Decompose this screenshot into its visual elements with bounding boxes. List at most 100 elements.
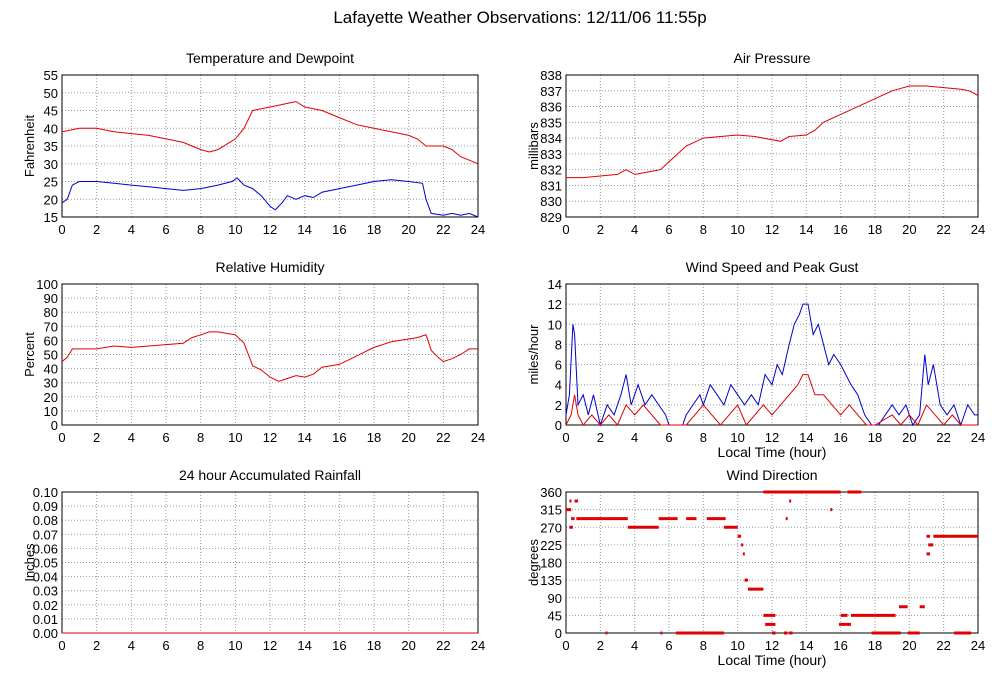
- rainfall-ylabel: Inches: [22, 543, 37, 582]
- temp-xtick-label: 16: [332, 222, 346, 237]
- wind-speed-series-0-line: [565, 303, 978, 427]
- wind-speed-xtick-label: 6: [665, 430, 672, 445]
- temp-title: Temperature and Dewpoint: [186, 50, 354, 66]
- rainfall-xtick-label: 14: [297, 638, 311, 653]
- rainfall-ytick-label: 0.09: [33, 499, 58, 514]
- temp-xtick-label: 12: [263, 222, 277, 237]
- wind-speed-xlabel: Local Time (hour): [718, 444, 827, 460]
- wind-direction-point: [763, 490, 841, 494]
- humidity-xtick-label: 2: [93, 430, 100, 445]
- humidity-xtick-label: 22: [436, 430, 450, 445]
- temp-xtick-label: 2: [93, 222, 100, 237]
- wind-direction-point: [744, 578, 748, 582]
- humidity-xtick-label: 10: [228, 430, 242, 445]
- wind-speed-xtick-label: 10: [730, 430, 744, 445]
- wind-speed-title: Wind Speed and Peak Gust: [686, 259, 859, 275]
- humidity-ytick-label: 80: [44, 305, 58, 320]
- wind-direction-point: [574, 499, 579, 503]
- temp-xtick-label: 22: [436, 222, 450, 237]
- wind-direction-point: [566, 508, 572, 512]
- wind-speed-ytick-label: 2: [555, 398, 562, 413]
- wind-direction-point: [675, 631, 724, 635]
- pressure-plot-frame: [565, 74, 979, 218]
- rainfall-xtick-label: 24: [471, 638, 485, 653]
- humidity-xtick-label: 0: [58, 430, 65, 445]
- wind-direction-point: [871, 631, 901, 635]
- temp-series-1-line: [61, 177, 479, 218]
- humidity-xtick-label: 4: [128, 430, 135, 445]
- wind-direction-xtick-label: 6: [665, 638, 672, 653]
- rainfall-ytick-label: 0.03: [33, 584, 58, 599]
- temp-xtick-label: 4: [128, 222, 135, 237]
- pressure-series-0-line: [566, 85, 979, 179]
- humidity-xtick-label: 16: [332, 430, 346, 445]
- wind-direction-point: [907, 631, 920, 635]
- rainfall-xtick-label: 6: [162, 638, 169, 653]
- wind-direction-point: [789, 499, 792, 503]
- humidity-ytick-label: 30: [44, 376, 58, 391]
- pressure-xtick-label: 24: [971, 222, 985, 237]
- humidity-xtick-label: 20: [401, 430, 415, 445]
- humidity-title: Relative Humidity: [216, 259, 325, 275]
- rainfall-ytick-label: 0.10: [33, 485, 58, 500]
- wind-direction-point: [847, 490, 862, 494]
- wind-direction-title: Wind Direction: [726, 467, 817, 483]
- pressure-ytick-label: 833: [540, 147, 562, 162]
- temp-plot-frame: [61, 74, 479, 218]
- pressure-xtick-label: 22: [936, 222, 950, 237]
- temp-xtick-label: 18: [367, 222, 381, 237]
- pressure-ytick-label: 829: [540, 210, 562, 225]
- pressure-xtick-label: 14: [799, 222, 813, 237]
- wind-direction-xtick-label: 12: [765, 638, 779, 653]
- wind-direction-point: [747, 587, 764, 591]
- temp-xtick-label: 6: [162, 222, 169, 237]
- wind-direction-point: [765, 622, 776, 626]
- temp-xtick-label: 24: [471, 222, 485, 237]
- humidity-ytick-label: 40: [44, 362, 58, 377]
- pressure-xtick-label: 10: [730, 222, 744, 237]
- wind-direction-point: [605, 631, 608, 635]
- pressure-xtick-label: 6: [665, 222, 672, 237]
- wind-direction-point: [660, 631, 663, 635]
- wind-direction-point: [928, 543, 934, 547]
- rainfall-ytick-label: 0.07: [33, 527, 58, 542]
- wind-speed-xtick-label: 0: [562, 430, 569, 445]
- humidity-xtick-label: 18: [367, 430, 381, 445]
- wind-direction-point: [784, 631, 788, 635]
- wind-direction-xtick-label: 0: [562, 638, 569, 653]
- rainfall-xtick-label: 4: [128, 638, 135, 653]
- rainfall-ytick-label: 0.04: [33, 570, 58, 585]
- rainfall-ytick-label: 0.06: [33, 541, 58, 556]
- humidity-plot-frame: [61, 283, 479, 426]
- wind-speed-xtick-label: 2: [597, 430, 604, 445]
- wind-speed-plot-frame: [565, 283, 979, 426]
- wind-direction-xtick-label: 22: [936, 638, 950, 653]
- wind-direction-ytick-label: 225: [540, 538, 562, 553]
- humidity-ytick-label: 70: [44, 319, 58, 334]
- wind-speed-xtick-label: 16: [833, 430, 847, 445]
- wind-speed-ytick-label: 6: [555, 358, 562, 373]
- wind-direction-point: [933, 534, 978, 538]
- temp-ylabel: Fahrenheit: [22, 115, 37, 178]
- wind-speed-xtick-label: 18: [868, 430, 882, 445]
- rainfall-xtick-label: 2: [93, 638, 100, 653]
- temp-xtick-label: 20: [401, 222, 415, 237]
- pressure-title: Air Pressure: [733, 50, 810, 66]
- rainfall-xtick-label: 20: [401, 638, 415, 653]
- wind-direction-ytick-label: 270: [540, 520, 562, 535]
- humidity-xtick-label: 6: [162, 430, 169, 445]
- wind-speed-series-1-line: [565, 374, 978, 426]
- wind-direction-point: [926, 552, 930, 556]
- pressure-ytick-label: 831: [540, 178, 562, 193]
- wind-direction-xtick-label: 14: [799, 638, 813, 653]
- humidity-ytick-label: 60: [44, 333, 58, 348]
- wind-direction-point: [785, 517, 788, 521]
- wind-direction-xtick-label: 8: [700, 638, 707, 653]
- rainfall-xtick-label: 22: [436, 638, 450, 653]
- rainfall-ytick-label: 0.02: [33, 598, 58, 613]
- rainfall-xtick-label: 12: [263, 638, 277, 653]
